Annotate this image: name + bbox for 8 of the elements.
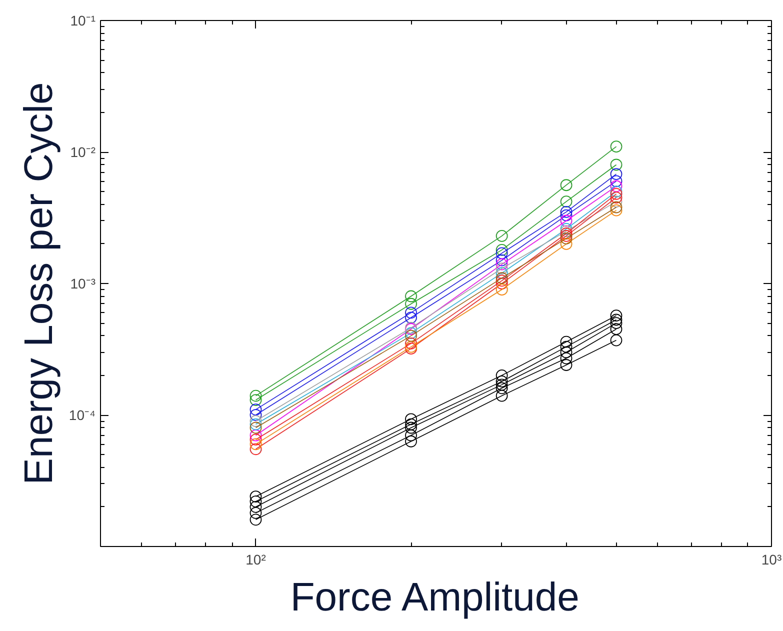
x-tick-label: 10³: [761, 552, 782, 568]
x-tick-label: 10²: [246, 552, 266, 568]
y-tick-label: 10⁻³: [70, 276, 96, 292]
y-tick-label: 10⁻⁴: [68, 407, 96, 423]
y-axis-title: Energy Loss per Cycle: [16, 82, 61, 485]
x-axis-title: Force Amplitude: [290, 576, 580, 620]
y-tick-label: 10⁻¹: [70, 12, 96, 28]
y-tick-label: 10⁻²: [70, 144, 96, 160]
